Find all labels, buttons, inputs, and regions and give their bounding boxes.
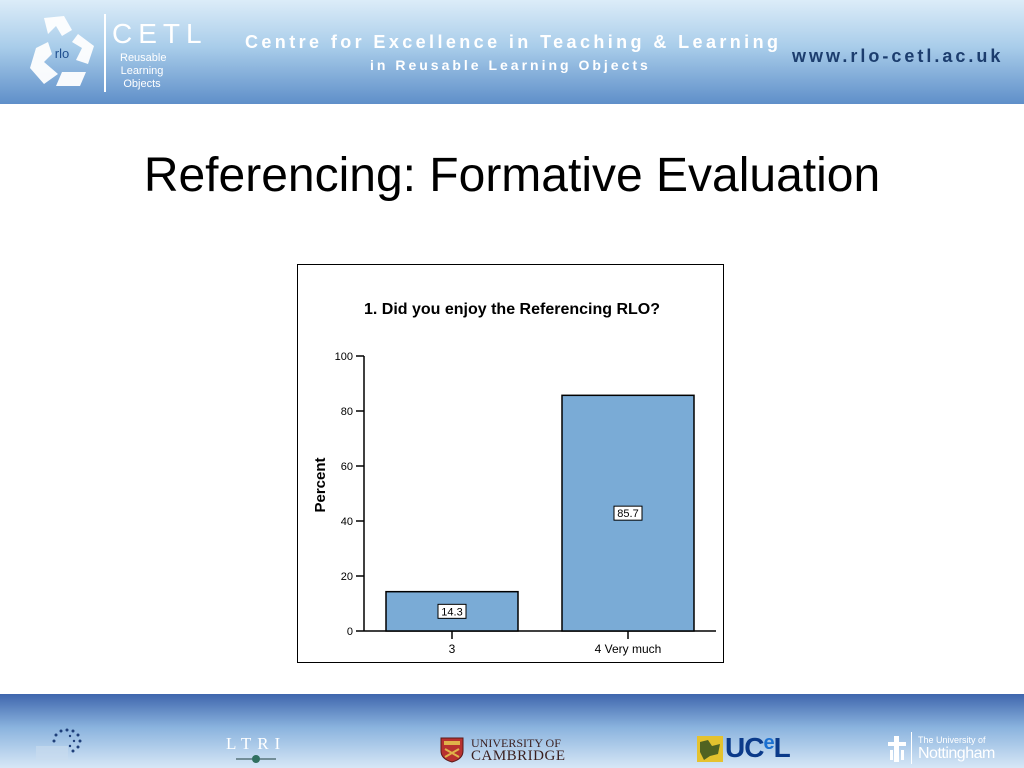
nottingham-small: The University of — [918, 735, 986, 745]
data-label: 14.3 — [441, 606, 462, 618]
nottingham-wordmark: The University of Nottingham — [918, 735, 995, 763]
data-label: 85.7 — [617, 508, 638, 520]
footer-banner: LTRI UNIVERSITY OF CAMBRIDGE UCeL The Un… — [0, 694, 1024, 768]
data-label-box — [613, 505, 643, 521]
logo-text: rlo — [55, 46, 69, 61]
y-tick-label: 0 — [347, 626, 353, 638]
x-tick-label: 3 — [449, 642, 456, 656]
y-tick-label: 60 — [341, 461, 353, 473]
header-title-line-1: Centre for Excellence in Teaching & Lear… — [245, 32, 782, 52]
cambridge-wordmark: UNIVERSITY OF CAMBRIDGE — [471, 736, 566, 764]
y-tick-label: 100 — [335, 351, 353, 363]
header-banner: rlo CETL Reusable Learning Objects Centr… — [0, 0, 1024, 104]
ucel-e: e — [763, 732, 774, 754]
data-label-box — [437, 603, 467, 619]
cambridge-shield-icon — [440, 737, 464, 763]
x-tick-label: 4 Very much — [595, 642, 662, 656]
y-axis-label: Percent — [312, 457, 329, 512]
bar-chart: 1. Did you enjoy the Referencing RLO? Pe… — [312, 301, 716, 656]
london-metropolitan-logo-icon — [36, 728, 82, 760]
cambridge-line-2: CAMBRIDGE — [471, 748, 566, 764]
ltri-mark-icon — [236, 755, 276, 763]
cetl-subtitle: Reusable Learning Objects — [120, 52, 167, 90]
nottingham-crest-icon — [888, 736, 906, 762]
header-title-line-2: in Reusable Learning Objects — [370, 57, 651, 73]
ucel-crest-icon — [697, 736, 723, 762]
nottingham-big: Nottingham — [918, 745, 995, 762]
ucel-l: L — [773, 732, 791, 763]
ucel-uc: UC — [725, 732, 764, 763]
chart-title: 1. Did you enjoy the Referencing RLO? — [364, 301, 660, 318]
y-ticks: 0 20 40 60 80 100 — [335, 351, 364, 638]
chart-frame: 1. Did you enjoy the Referencing RLO? Pe… — [297, 264, 724, 663]
rlo-recycle-logo-icon: rlo — [30, 16, 94, 86]
slide-title: Referencing: Formative Evaluation — [143, 149, 881, 202]
ltri-logo-text: LTRI — [226, 734, 287, 753]
logo-divider — [104, 14, 106, 92]
cetl-wordmark: CETL — [112, 18, 208, 49]
x-ticks: 3 4 Very much — [449, 631, 662, 656]
y-tick-label: 40 — [341, 516, 353, 528]
header-url: www.rlo-cetl.ac.uk — [792, 46, 1004, 66]
cambridge-line-1: UNIVERSITY OF — [471, 736, 561, 750]
bars: 14.3 85.7 — [385, 394, 695, 632]
nottingham-divider — [911, 732, 912, 764]
ucel-wordmark: UCeL — [725, 732, 791, 764]
y-tick-label: 20 — [341, 571, 353, 583]
y-tick-label: 80 — [341, 406, 353, 418]
